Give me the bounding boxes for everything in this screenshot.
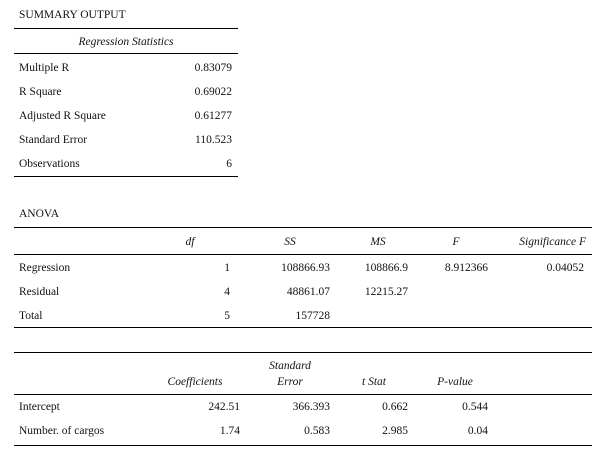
coef-header-p-value: P-value	[437, 376, 473, 388]
coef-top-rule	[14, 352, 592, 353]
anova-row-label: Residual	[19, 286, 60, 298]
coef-cell-t-stat: 2.985	[382, 425, 408, 437]
coef-header-rule	[14, 394, 592, 395]
reg-stat-value: 0.83079	[194, 62, 232, 74]
regression-statistics-header: Regression Statistics	[78, 36, 174, 48]
anova-cell-df: 1	[224, 262, 230, 274]
anova-cell-ss: 157728	[295, 310, 331, 322]
coef-row-label: Number. of cargos	[19, 425, 105, 437]
reg-stat-label: R Square	[19, 86, 62, 98]
anova-title: ANOVA	[19, 208, 60, 220]
anova-cell-df: 5	[224, 310, 230, 322]
anova-bottom-rule	[14, 327, 592, 328]
coef-bottom-rule	[14, 445, 592, 446]
coef-cell-p-value: 0.04	[467, 425, 488, 437]
coef-header-coefficients: Coefficients	[167, 376, 223, 388]
summary-top-rule	[14, 28, 238, 29]
reg-stats-header-rule	[14, 53, 238, 54]
anova-cell-f: 8.912366	[444, 262, 488, 274]
coef-cell-t-stat: 0.662	[382, 401, 408, 413]
anova-header-rule	[14, 254, 592, 255]
reg-stat-label: Standard Error	[19, 134, 88, 146]
coef-header-error: Error	[277, 376, 303, 388]
anova-cell-ms: 108866.9	[364, 262, 408, 274]
anova-header-f: F	[452, 236, 460, 248]
reg-stat-value: 0.69022	[194, 86, 232, 98]
summary-bottom-rule	[14, 176, 238, 177]
reg-stat-value: 6	[226, 158, 232, 170]
reg-stat-value: 110.523	[195, 134, 232, 146]
coef-cell-coefficient: 1.74	[219, 425, 240, 437]
coef-cell-p-value: 0.544	[462, 401, 488, 413]
anova-cell-ss: 108866.93	[281, 262, 330, 274]
reg-stat-label: Observations	[19, 158, 80, 170]
anova-cell-df: 4	[224, 286, 230, 298]
anova-row-label: Regression	[19, 262, 71, 274]
anova-cell-significance-f: 0.04052	[546, 262, 584, 274]
coef-row-label: Intercept	[19, 401, 60, 413]
coef-cell-standard-error: 0.583	[304, 425, 330, 437]
reg-stat-label: Adjusted R Square	[19, 110, 106, 122]
anova-header-ss: SS	[284, 236, 296, 248]
coef-cell-coefficient: 242.51	[208, 401, 240, 413]
anova-cell-ms: 12215.27	[364, 286, 408, 298]
anova-header-ms: MS	[370, 236, 386, 248]
anova-header-df: df	[185, 236, 195, 248]
coef-header-t-stat: t Stat	[362, 376, 386, 388]
coef-header-standard: Standard	[269, 360, 311, 372]
coef-cell-standard-error: 366.393	[292, 401, 330, 413]
summary-title: SUMMARY OUTPUT	[19, 9, 126, 21]
anova-row-label: Total	[19, 310, 43, 322]
anova-top-rule	[14, 227, 592, 228]
reg-stat-value: 0.61277	[194, 110, 232, 122]
anova-header-significance-f: Significance F	[519, 236, 586, 248]
anova-cell-ss: 48861.07	[286, 286, 330, 298]
reg-stat-label: Multiple R	[19, 62, 70, 74]
